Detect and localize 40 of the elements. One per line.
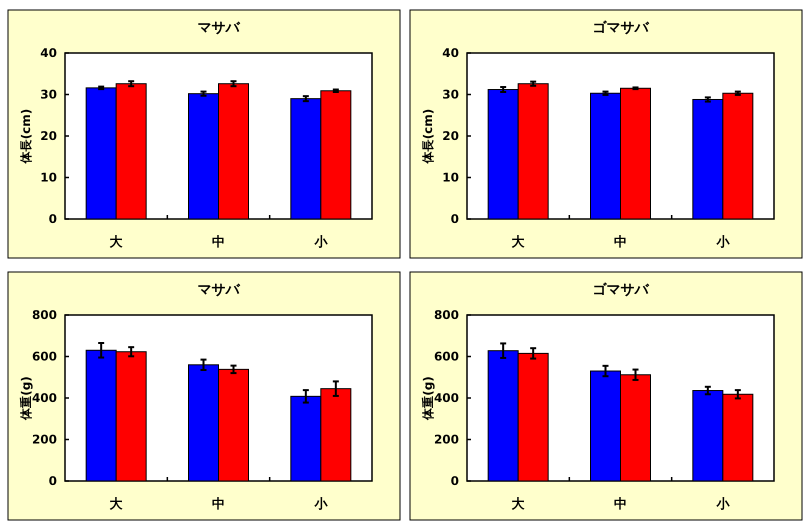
y-tick-label: 30	[40, 88, 57, 102]
x-tick-label: 小	[715, 235, 730, 250]
x-tick-label: 大	[512, 497, 526, 512]
y-tick-label: 600	[32, 350, 57, 364]
chart-title: マサバ	[198, 20, 240, 36]
x-tick-label: 大	[110, 235, 124, 250]
x-tick-label: 中	[614, 235, 627, 250]
y-axis-title: 体長(cm)	[19, 108, 33, 164]
y-tick-label: 600	[434, 350, 459, 364]
y-tick-label: 0	[48, 212, 57, 226]
y-axis-title: 体重(g)	[19, 376, 33, 421]
y-tick-label: 0	[48, 474, 57, 488]
chart-title: ゴマサバ	[592, 20, 650, 36]
y-tick-label: 20	[442, 129, 459, 143]
y-tick-label: 20	[40, 129, 57, 143]
x-tick-label: 中	[614, 497, 627, 512]
x-tick-label: 小	[313, 497, 328, 512]
y-tick-label: 200	[32, 432, 57, 446]
chart-title: ゴマサバ	[592, 282, 650, 298]
y-tick-label: 40	[40, 46, 57, 60]
y-tick-label: 10	[442, 170, 459, 184]
y-tick-label: 400	[434, 391, 459, 405]
y-tick-label: 800	[434, 308, 459, 322]
y-tick-label: 30	[442, 88, 459, 102]
y-tick-label: 400	[32, 391, 57, 405]
x-tick-label: 小	[715, 497, 730, 512]
y-tick-label: 0	[450, 212, 459, 226]
x-tick-label: 小	[313, 235, 328, 250]
y-tick-label: 10	[40, 170, 57, 184]
y-tick-label: 40	[442, 46, 459, 60]
y-tick-label: 200	[434, 432, 459, 446]
y-axis-title: 体長(cm)	[421, 108, 435, 164]
y-axis-title: 体重(g)	[421, 376, 435, 421]
chart-title: マサバ	[198, 282, 240, 298]
x-tick-label: 大	[512, 235, 526, 250]
y-tick-label: 800	[32, 308, 57, 322]
x-tick-label: 中	[212, 235, 225, 250]
x-tick-label: 大	[110, 497, 124, 512]
y-tick-label: 0	[450, 474, 459, 488]
x-tick-label: 中	[212, 497, 225, 512]
